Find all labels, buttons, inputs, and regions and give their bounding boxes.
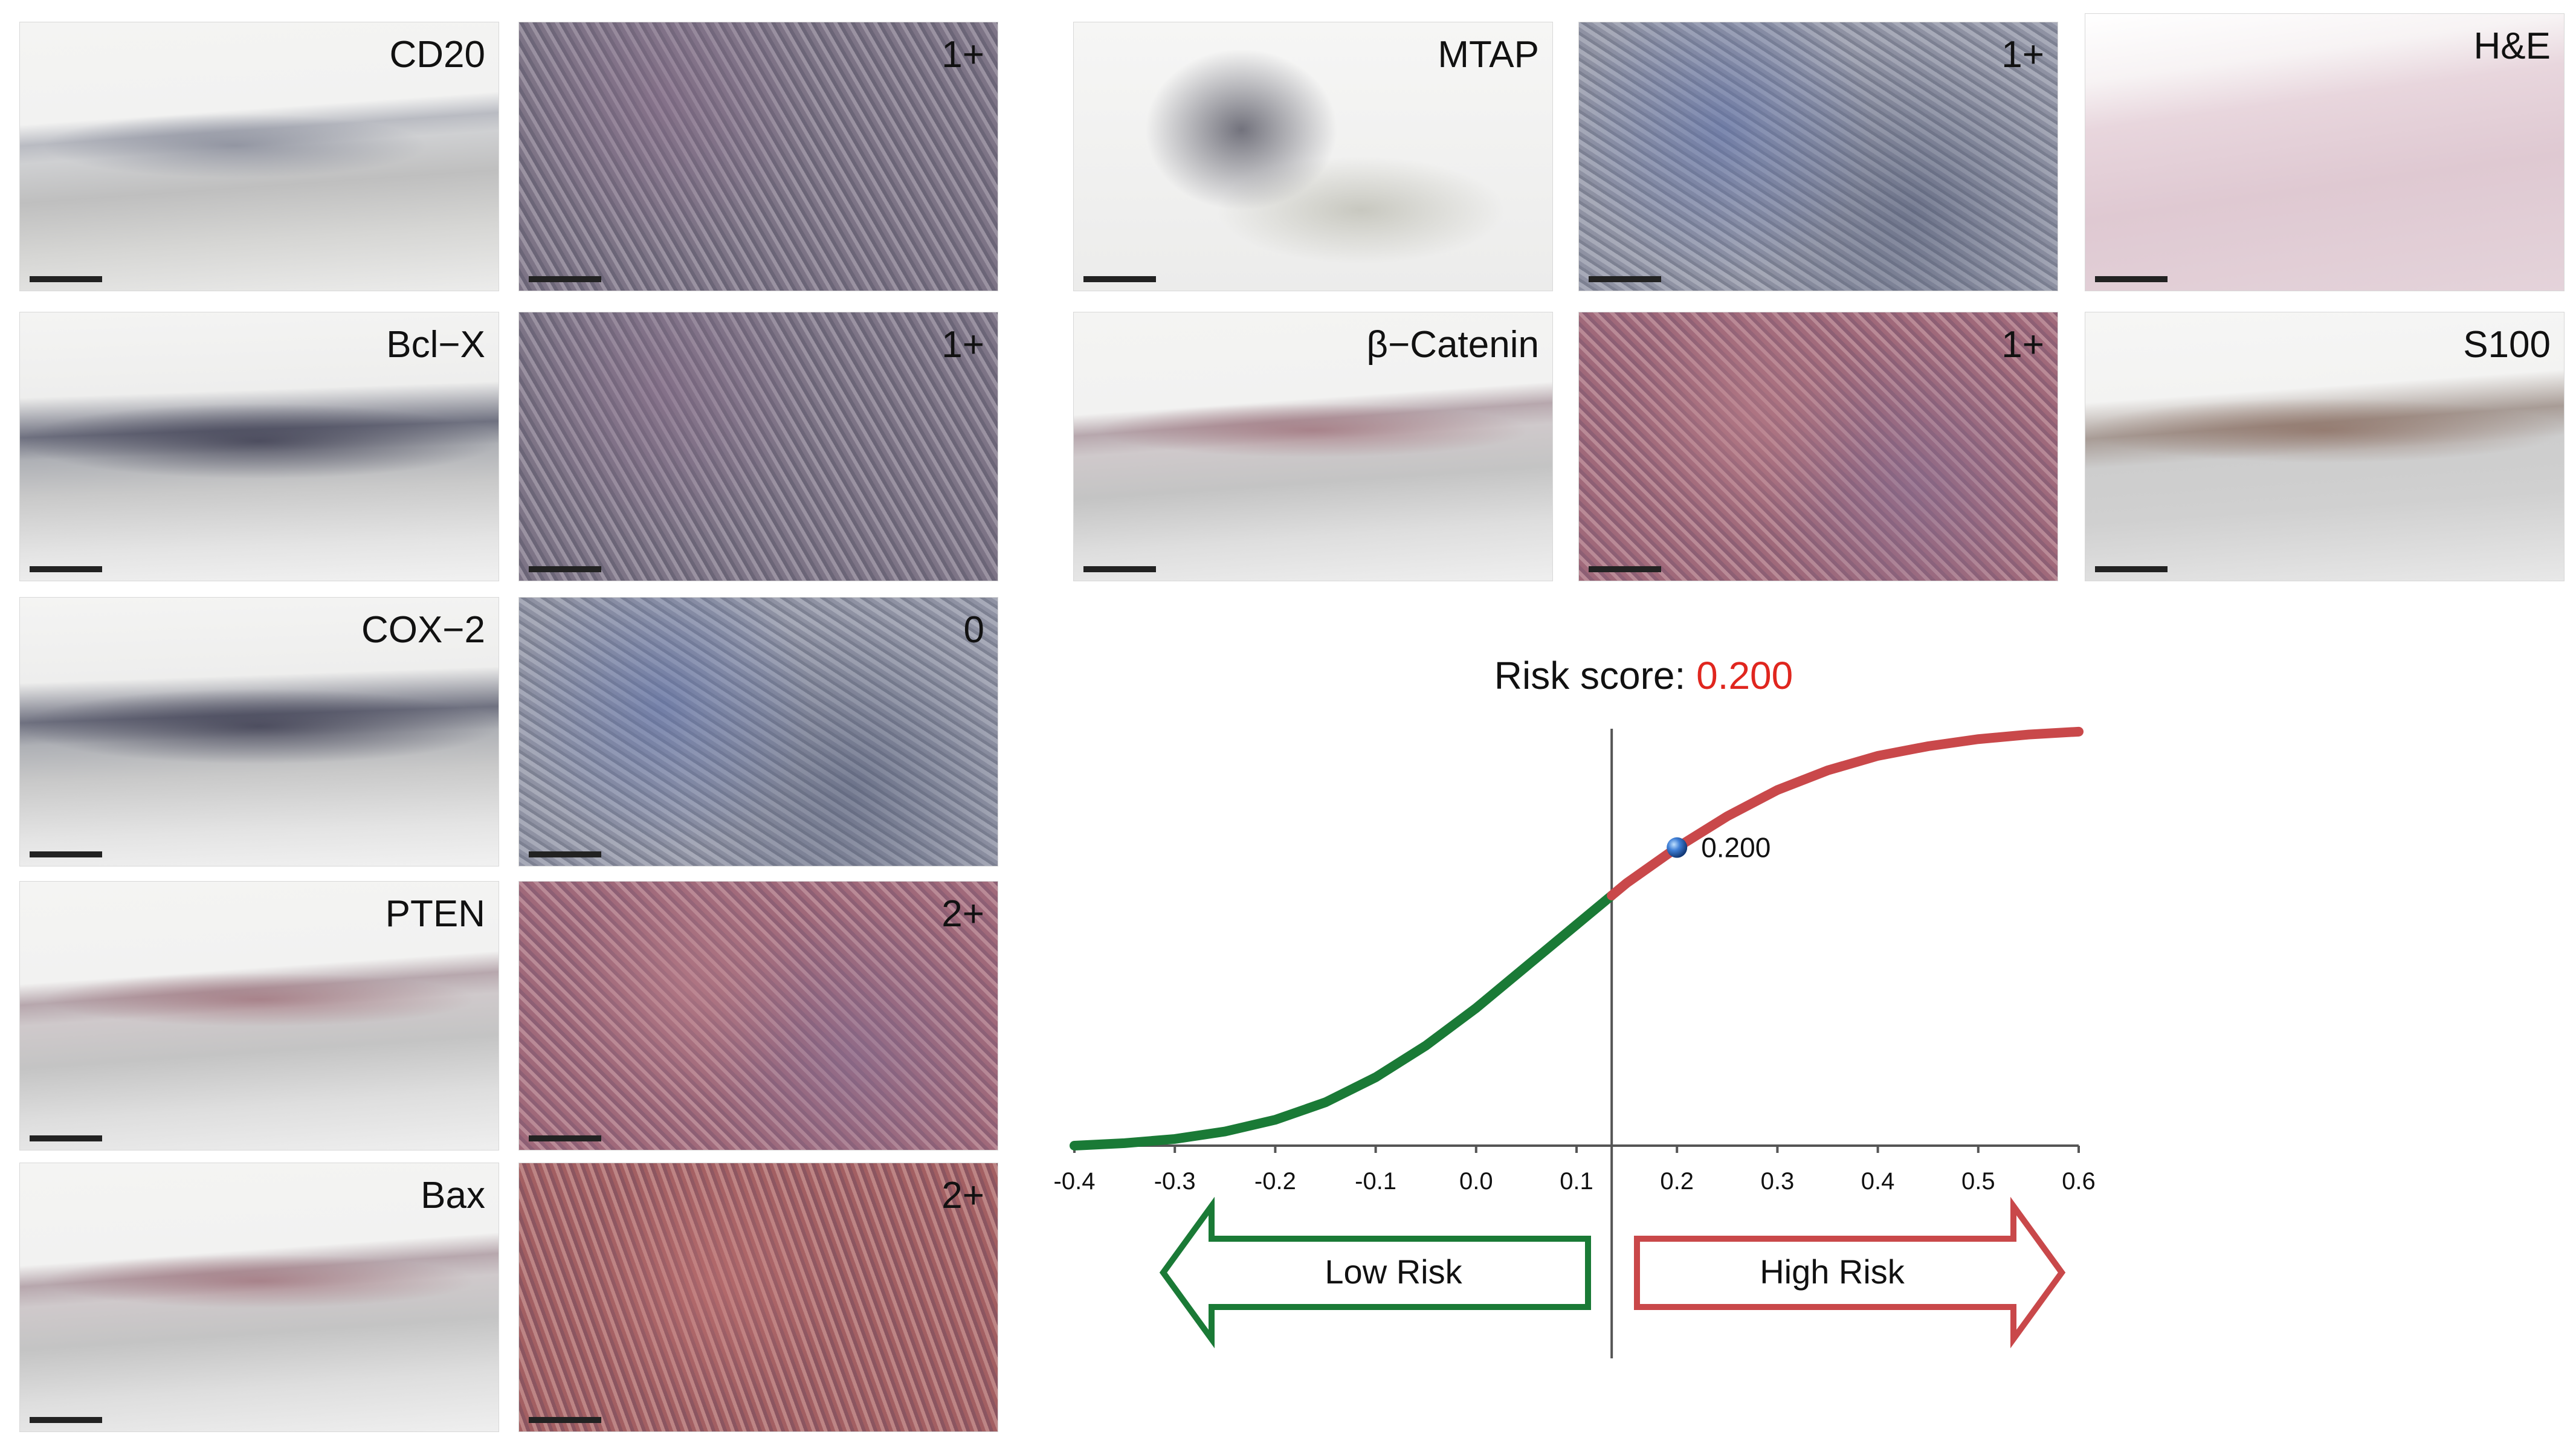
s100-panel: S100 (2085, 312, 2565, 581)
scale-bar (30, 566, 102, 572)
x-tick-label: 0.4 (1861, 1168, 1895, 1195)
x-tick-label: 0.1 (1560, 1168, 1593, 1195)
scale-bar (529, 1417, 601, 1423)
x-tick-label: -0.3 (1154, 1168, 1196, 1195)
scale-bar (529, 851, 601, 857)
scale-bar (1589, 566, 1661, 572)
x-tick-label: 0.5 (1961, 1168, 1995, 1195)
s100-label: S100 (2463, 324, 2551, 366)
cd20-label: CD20 (389, 34, 485, 76)
high-risk-curve (1607, 726, 2084, 900)
pten-score: 2+ (941, 893, 984, 935)
low-risk-label: Low Risk (1325, 1253, 1462, 1291)
scale-bar (529, 276, 601, 282)
pten-lowmag-panel: PTEN (19, 881, 499, 1150)
scale-bar (1589, 276, 1661, 282)
bcatenin-score: 1+ (2001, 324, 2044, 366)
he-panel: H&E (2085, 13, 2565, 291)
bcatenin-highmag-panel: 1+ (1578, 312, 2058, 581)
risk-score-marker-label: 0.200 (1701, 832, 1771, 863)
scale-bar (2095, 276, 2168, 282)
x-tick-label: 0.0 (1459, 1168, 1493, 1195)
cd20-lowmag-panel: CD20 (19, 22, 499, 291)
cox2-lowmag-panel: COX−2 (19, 597, 499, 866)
scale-bar (529, 566, 601, 572)
scale-bar (2095, 566, 2168, 572)
risk-score-value: 0.200 (1696, 654, 1793, 697)
scale-bar (1083, 276, 1156, 282)
risk-score-title: Risk score: 0.200 (1494, 654, 1793, 697)
scale-bar (529, 1135, 601, 1141)
scale-bar (30, 276, 102, 282)
x-tick-label: -0.1 (1355, 1168, 1396, 1195)
x-tick-label: -0.4 (1054, 1168, 1096, 1195)
cox2-label: COX−2 (361, 609, 485, 651)
pten-label: PTEN (385, 893, 485, 935)
pten-highmag-panel: 2+ (518, 881, 998, 1150)
bcatenin-label: β−Catenin (1366, 324, 1539, 366)
cd20-score: 1+ (941, 34, 984, 76)
mtap-highmag-panel: 1+ (1578, 22, 2058, 291)
mtap-lowmag-panel: MTAP (1073, 22, 1553, 291)
risk-score-title-prefix: Risk score: (1494, 654, 1696, 697)
risk-score-marker (1667, 837, 1688, 858)
x-tick-label: -0.2 (1254, 1168, 1296, 1195)
bax-highmag-panel: 2+ (518, 1163, 998, 1432)
bax-label: Bax (421, 1175, 485, 1216)
bclx-lowmag-panel: Bcl−X (19, 312, 499, 581)
cox2-highmag-panel: 0 (518, 597, 998, 866)
scale-bar (30, 1135, 102, 1141)
high-risk-label: High Risk (1760, 1253, 1905, 1291)
x-tick-label: 0.2 (1660, 1168, 1694, 1195)
mtap-score: 1+ (2001, 34, 2044, 76)
scale-bar (1083, 566, 1156, 572)
mtap-label: MTAP (1438, 34, 1539, 76)
bcatenin-lowmag-panel: β−Catenin (1073, 312, 1553, 581)
bax-score: 2+ (941, 1175, 984, 1216)
high-risk-arrow (1634, 1196, 2066, 1349)
low-risk-arrow (1159, 1196, 1591, 1349)
bclx-label: Bcl−X (386, 324, 485, 366)
cd20-highmag-panel: 1+ (518, 22, 998, 291)
x-tick-label: 0.6 (2062, 1168, 2096, 1195)
bclx-score: 1+ (941, 324, 984, 366)
low-risk-curve (1070, 891, 1617, 1150)
he-label: H&E (2473, 25, 2551, 67)
x-axis-ticks: -0.4 -0.3 -0.2 -0.1 0.0 0.1 0.2 0.3 0.4 0.5 0.6 (1054, 1146, 2096, 1195)
bclx-highmag-panel: 1+ (518, 312, 998, 581)
x-tick-label: 0.3 (1761, 1168, 1795, 1195)
cox2-score: 0 (963, 609, 984, 651)
bax-lowmag-panel: Bax (19, 1163, 499, 1432)
scale-bar (30, 851, 102, 857)
scale-bar (30, 1417, 102, 1423)
